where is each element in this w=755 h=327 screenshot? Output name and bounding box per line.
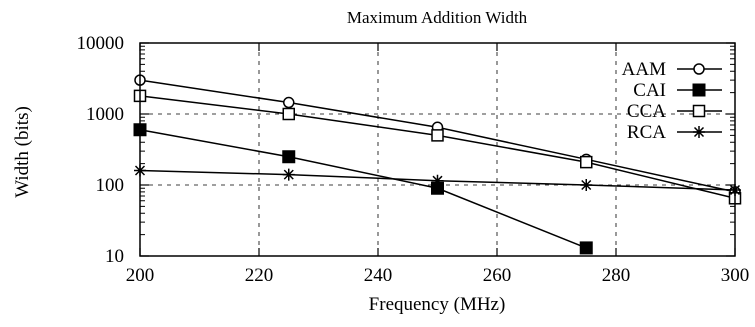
data-point-aam xyxy=(283,96,295,109)
legend-label-rca: RCA xyxy=(627,122,666,143)
data-point-rca xyxy=(580,179,593,191)
legend-label-aam: AAM xyxy=(622,59,666,80)
series-cai xyxy=(133,123,593,255)
legend-marker-aam xyxy=(693,63,705,75)
series-line-cai xyxy=(139,129,587,249)
data-point-cai xyxy=(282,150,296,164)
plot-frame xyxy=(139,42,736,257)
data-point-cca xyxy=(282,107,295,121)
x-tick-label: 260 xyxy=(483,265,512,286)
y-tick-label: 10 xyxy=(105,246,124,267)
y-axis-label: Width (bits) xyxy=(12,106,33,198)
data-point-rca xyxy=(431,174,444,187)
x-tick-label: 280 xyxy=(602,265,631,286)
y-tick-label: 100 xyxy=(96,175,125,196)
axis-ticks: 200 220 240 260 280 300 10 100 1000 10000 xyxy=(77,33,750,286)
legend-marker-rca xyxy=(693,126,705,138)
legend-label-cai: CAI xyxy=(633,80,666,101)
legend-marker-cca xyxy=(692,104,706,118)
data-point-rca xyxy=(282,168,295,181)
x-tick-label: 240 xyxy=(364,265,393,286)
legend-marker-cai xyxy=(692,83,706,97)
y-tick-label: 1000 xyxy=(86,104,124,125)
x-tick-label: 300 xyxy=(721,265,750,286)
legend-label-cca: CCA xyxy=(627,101,666,122)
chart-title: Maximum Addition Width xyxy=(347,8,528,27)
x-axis-label: Frequency (MHz) xyxy=(369,294,506,315)
y-tick-label: 10000 xyxy=(77,33,125,54)
x-tick-label: 220 xyxy=(245,265,274,286)
data-point-cai xyxy=(579,241,593,255)
data-point-cca xyxy=(431,129,444,142)
data-point-cca xyxy=(580,155,593,169)
x-tick-label: 200 xyxy=(126,265,155,286)
